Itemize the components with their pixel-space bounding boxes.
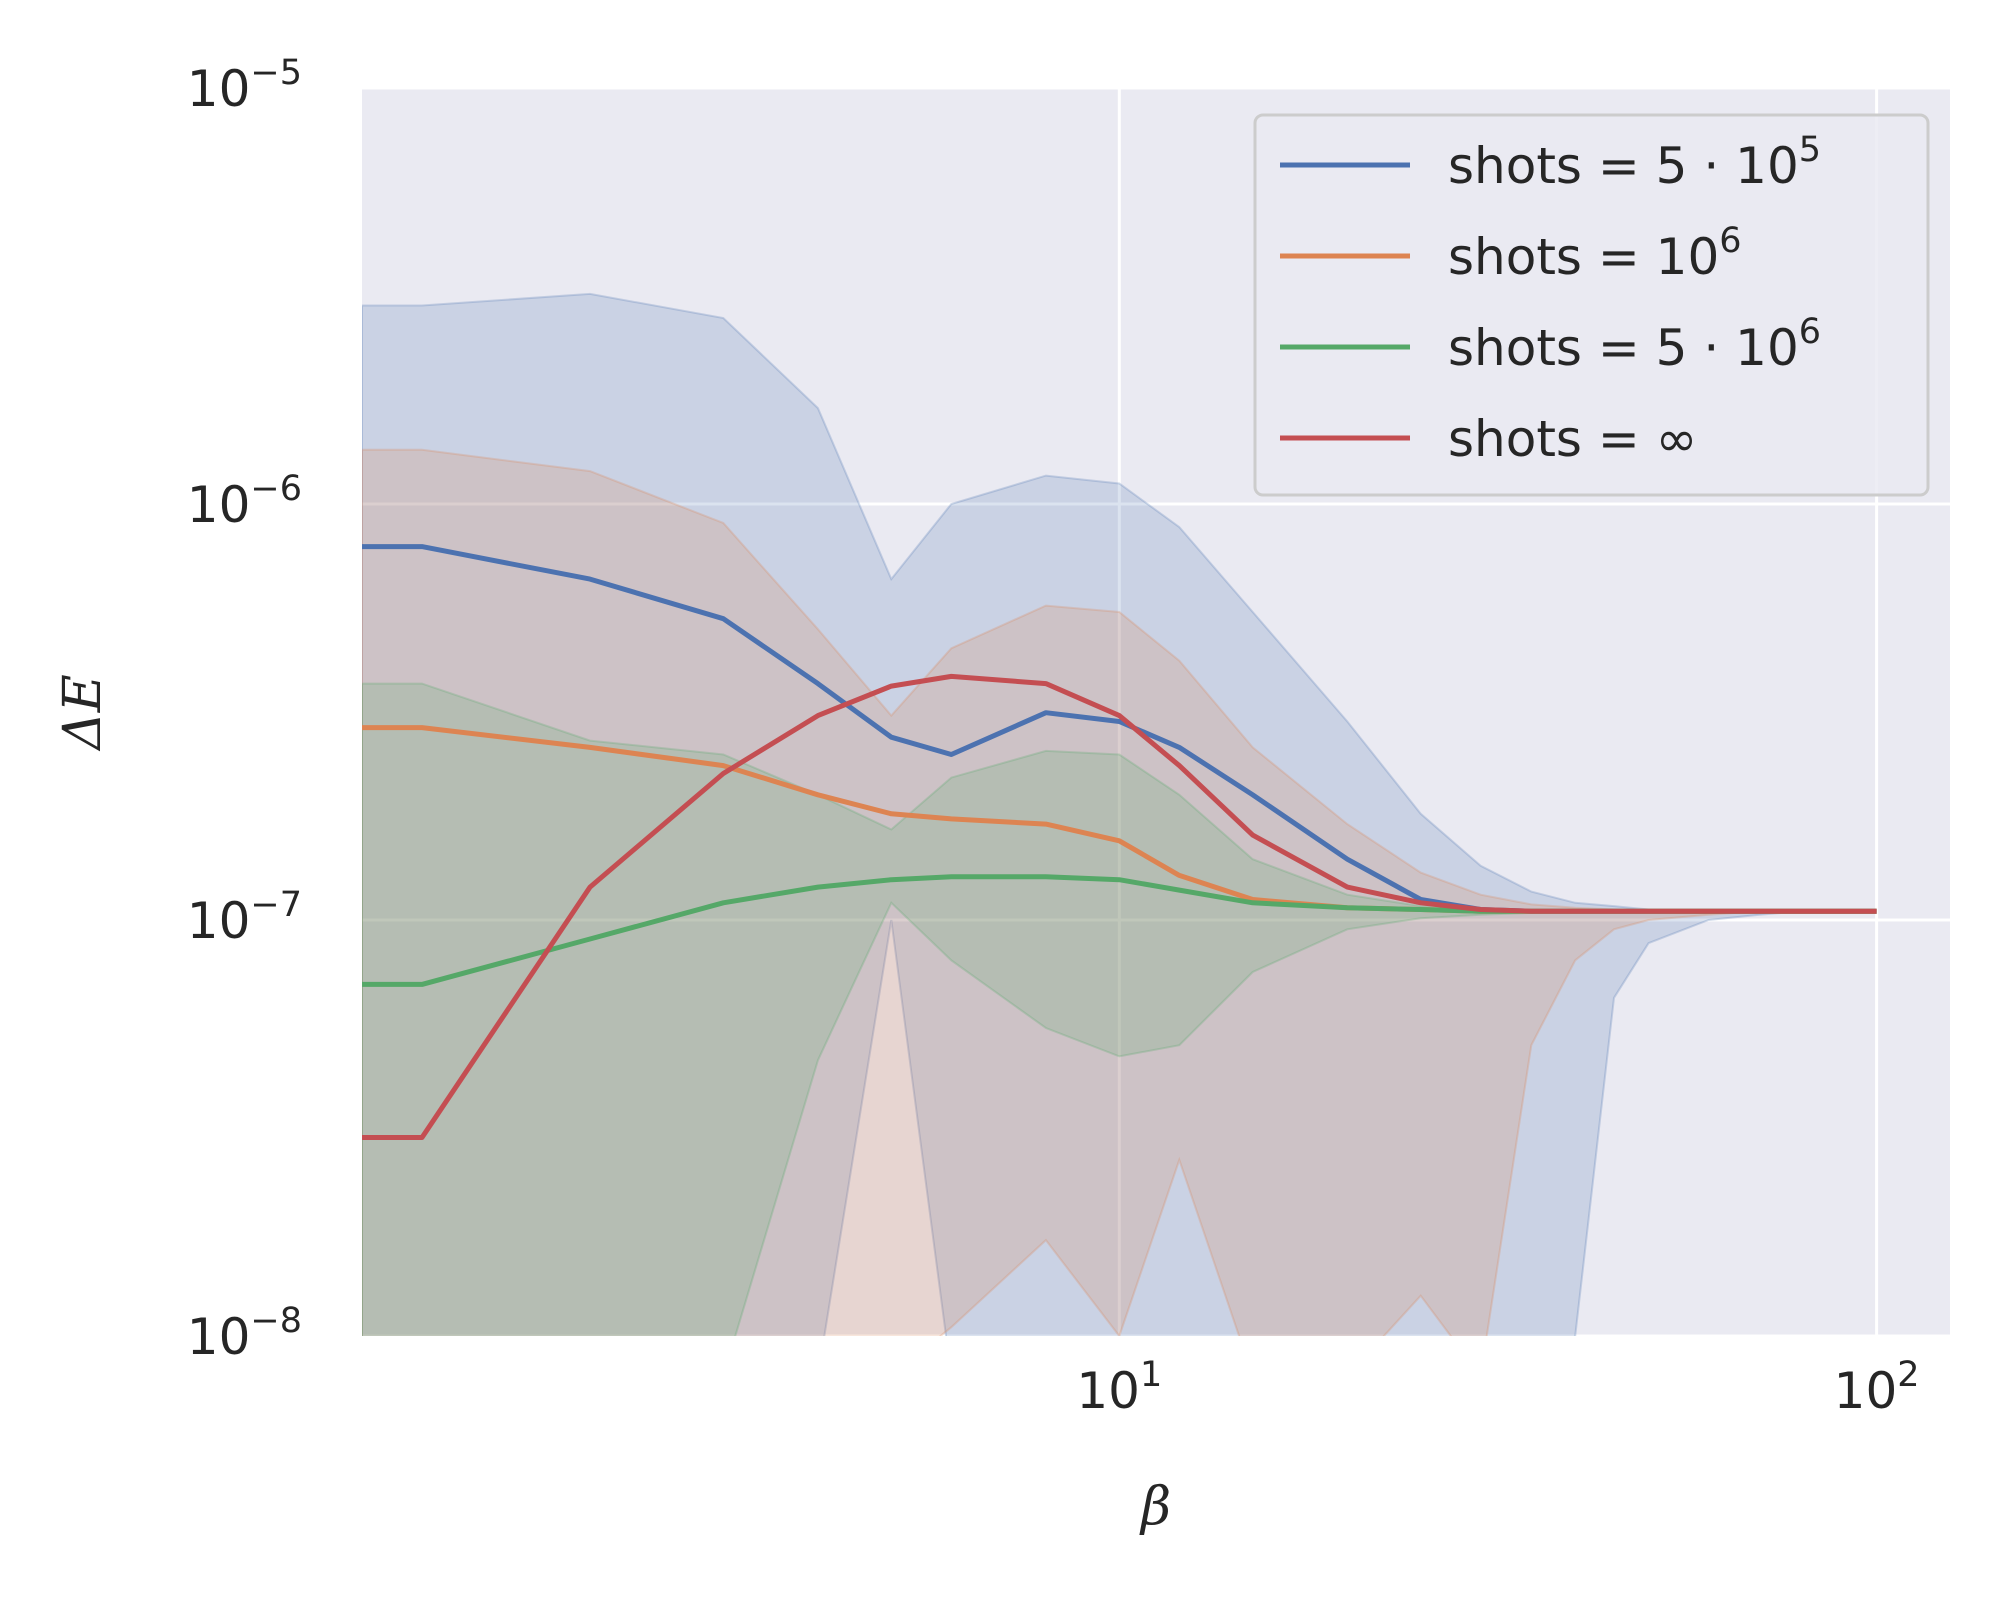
legend-label: shots = ∞ xyxy=(1448,410,1697,468)
x-tick-label: 102 xyxy=(1834,1355,1920,1420)
y-tick-label: 10−7 xyxy=(187,885,302,950)
legend-label: shots = 5 · 105 xyxy=(1448,130,1821,195)
line-series-4 xyxy=(362,673,1877,1140)
y-tick-labels: 10−8 10−7 10−6 10−5 xyxy=(187,53,302,1366)
y-tick-label: 10−8 xyxy=(187,1301,302,1366)
y-tick-label: 10−6 xyxy=(187,469,302,534)
series-lines xyxy=(362,544,1877,1140)
y-axis-label: ΔE xyxy=(53,674,113,752)
legend-box xyxy=(1253,113,1930,497)
error-bands xyxy=(362,292,1877,1336)
x-tick-labels: 101 102 xyxy=(1076,1355,1919,1420)
legend: shots = 5 · 105 shots = 106 shots = 5 · 10… xyxy=(1253,113,1930,497)
legend-label: shots = 5 · 106 xyxy=(1448,312,1821,377)
legend-label: shots = 106 xyxy=(1448,221,1742,286)
x-axis-label: β xyxy=(1139,1477,1171,1537)
y-tick-label: 10−5 xyxy=(187,53,302,118)
x-tick-label: 101 xyxy=(1076,1355,1162,1420)
